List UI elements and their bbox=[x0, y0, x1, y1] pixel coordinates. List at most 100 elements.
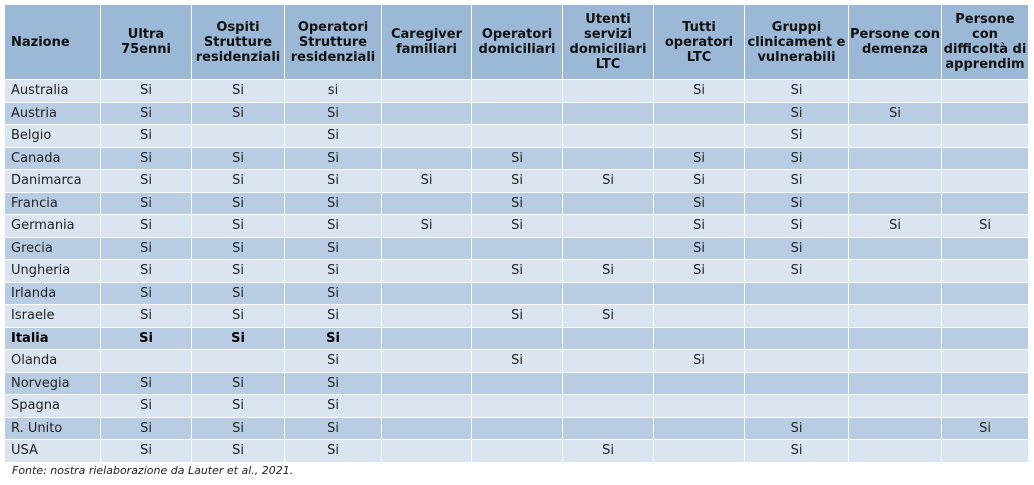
table-cell bbox=[562, 214, 654, 238]
table-row: Italia Si Si Si bbox=[4, 326, 1029, 350]
table-cell: Si bbox=[562, 259, 654, 283]
table-cell: Si bbox=[284, 259, 382, 283]
table-row: R. Unito Si Si Si Si Si bbox=[4, 416, 1029, 440]
header-cell-persone-demenza: Persone con demenza bbox=[848, 4, 942, 80]
table-cell: Si bbox=[653, 146, 745, 170]
table-cell: Si bbox=[284, 214, 382, 238]
table-cell: Si bbox=[471, 259, 563, 283]
table-cell: Si bbox=[744, 191, 849, 215]
table-cell: Si bbox=[100, 124, 192, 148]
table-cell bbox=[471, 371, 563, 395]
header-cell-operatori-strutture: Operatori Strutture residenziali bbox=[284, 4, 382, 80]
table-cell bbox=[653, 439, 745, 463]
table-cell: Si bbox=[284, 191, 382, 215]
table-cell: Si bbox=[471, 214, 563, 238]
table-cell: Si bbox=[744, 259, 849, 283]
table-cell: Si bbox=[191, 371, 285, 395]
table-cell bbox=[744, 304, 849, 328]
table-cell bbox=[471, 236, 563, 260]
table-cell: Si bbox=[191, 416, 285, 440]
table-row: Australia Si Si si Si Si bbox=[4, 79, 1029, 103]
table-row: Olanda Si Si Si bbox=[4, 349, 1029, 373]
table-row: Danimarca Si Si Si Si Si Si Si Si bbox=[4, 169, 1029, 193]
table-cell bbox=[562, 326, 654, 350]
table-cell: Si bbox=[191, 259, 285, 283]
table-cell: Si bbox=[848, 101, 942, 125]
table-cell: Si bbox=[191, 79, 285, 103]
table-cell bbox=[941, 394, 1029, 418]
table-cell bbox=[848, 146, 942, 170]
table-cell bbox=[191, 349, 285, 373]
table-cell: Si bbox=[100, 394, 192, 418]
table-cell bbox=[653, 304, 745, 328]
table-cell bbox=[562, 394, 654, 418]
table-cell: Si bbox=[284, 349, 382, 373]
table-cell: Si bbox=[284, 124, 382, 148]
table-cell bbox=[381, 326, 472, 350]
table-cell bbox=[653, 416, 745, 440]
table-cell bbox=[941, 349, 1029, 373]
table-row: Austria Si Si Si Si Si bbox=[4, 101, 1029, 125]
table-cell bbox=[848, 326, 942, 350]
table-cell: Si bbox=[191, 146, 285, 170]
table-cell: Si bbox=[381, 214, 472, 238]
table-cell bbox=[848, 394, 942, 418]
table-cell: Si bbox=[284, 394, 382, 418]
table-cell bbox=[941, 326, 1029, 350]
table-cell bbox=[941, 371, 1029, 395]
table-cell: Si bbox=[471, 349, 563, 373]
table-cell bbox=[744, 281, 849, 305]
table-cell: Si bbox=[284, 304, 382, 328]
header-cell-ospiti-strutture: Ospiti Strutture residenziali bbox=[191, 4, 285, 80]
table-cell bbox=[381, 281, 472, 305]
table-cell bbox=[562, 236, 654, 260]
table-cell: Si bbox=[191, 326, 285, 350]
table-row: Belgio Si Si Si bbox=[4, 124, 1029, 148]
table-cell bbox=[848, 259, 942, 283]
table-cell: si bbox=[284, 79, 382, 103]
table-cell: Si bbox=[100, 146, 192, 170]
nation-cell: Germania bbox=[4, 214, 101, 238]
table-cell: Si bbox=[191, 304, 285, 328]
header-cell-nazione: Nazione bbox=[4, 4, 101, 80]
table-cell bbox=[941, 236, 1029, 260]
table-cell bbox=[471, 281, 563, 305]
table-cell bbox=[381, 236, 472, 260]
table-row: Francia Si Si Si Si Si Si bbox=[4, 191, 1029, 215]
table-cell bbox=[381, 349, 472, 373]
table-cell: Si bbox=[100, 214, 192, 238]
table-cell: Si bbox=[653, 349, 745, 373]
table-row: Irlanda Si Si Si bbox=[4, 281, 1029, 305]
table-cell bbox=[562, 371, 654, 395]
table-cell bbox=[653, 326, 745, 350]
table-cell bbox=[941, 281, 1029, 305]
nation-cell: Canada bbox=[4, 146, 101, 170]
table-cell bbox=[381, 416, 472, 440]
nation-cell: Belgio bbox=[4, 124, 101, 148]
table-cell: Si bbox=[471, 146, 563, 170]
nation-cell: Danimarca bbox=[4, 169, 101, 193]
table-row: USA Si Si Si Si Si bbox=[4, 439, 1029, 463]
table-cell: Si bbox=[848, 214, 942, 238]
table-cell: Si bbox=[744, 79, 849, 103]
table-cell bbox=[744, 326, 849, 350]
table-cell: Si bbox=[744, 439, 849, 463]
table-cell bbox=[381, 124, 472, 148]
table-cell bbox=[744, 394, 849, 418]
table-cell bbox=[653, 394, 745, 418]
table-cell: Si bbox=[744, 124, 849, 148]
nation-cell: Spagna bbox=[4, 394, 101, 418]
table-cell bbox=[744, 371, 849, 395]
table-cell: Si bbox=[284, 326, 382, 350]
table-cell: Si bbox=[744, 101, 849, 125]
table-cell bbox=[381, 101, 472, 125]
table-cell: Si bbox=[284, 101, 382, 125]
nation-cell: Norvegia bbox=[4, 371, 101, 395]
table-cell bbox=[381, 146, 472, 170]
table-cell: Si bbox=[941, 214, 1029, 238]
nation-cell: Francia bbox=[4, 191, 101, 215]
table-cell: Si bbox=[191, 191, 285, 215]
table-cell: Si bbox=[562, 439, 654, 463]
table-cell: Si bbox=[941, 416, 1029, 440]
header-cell-utenti-servizi: Utenti servizi domiciliari LTC bbox=[562, 4, 654, 80]
